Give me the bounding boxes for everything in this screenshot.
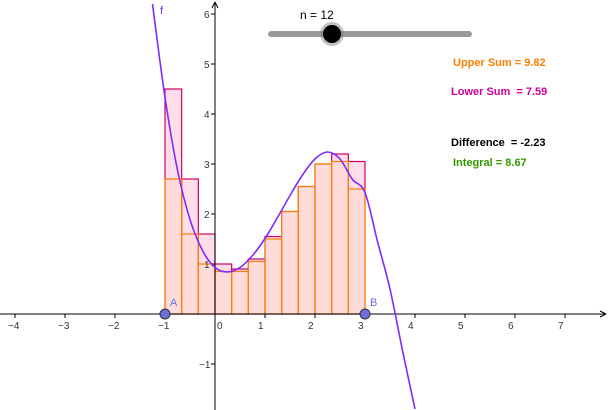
lower-rect	[247, 260, 266, 315]
lower-rect	[347, 188, 366, 315]
function-label: f	[160, 5, 164, 17]
x-tick-label: 3	[358, 321, 364, 332]
x-tick-label: 5	[458, 321, 464, 332]
upper-sum-text: Upper Sum = 9.82	[453, 57, 546, 69]
x-tick-label: 2	[308, 321, 314, 332]
x-tick-label: −3	[58, 321, 70, 332]
slider-knob[interactable]	[322, 25, 341, 43]
axis-tick-labels: −4 −3 −2 −1 0 1 2 3 4 5 6 7 −1 1 2 3 4 5 6	[8, 10, 566, 371]
x-tick-label: 7	[558, 321, 564, 332]
x-tick-label: 6	[508, 321, 514, 332]
y-tick-label: 6	[204, 10, 210, 21]
point-label: A	[170, 297, 178, 309]
point-a	[159, 308, 171, 320]
lower-rect	[231, 270, 249, 315]
x-tick-label: −4	[8, 321, 20, 332]
lower-rect	[164, 178, 183, 315]
y-tick-label: 3	[204, 160, 210, 171]
x-axis-arrow	[599, 310, 607, 318]
slider-track[interactable]	[268, 31, 472, 37]
lower-rect	[181, 233, 199, 315]
x-tick-label: −2	[108, 321, 120, 332]
point-b	[359, 308, 371, 320]
y-tick-label: 5	[204, 60, 210, 71]
y-tick-label: 2	[204, 210, 210, 221]
point-label: B	[370, 297, 377, 309]
difference-text: Difference = -2.23	[451, 137, 546, 149]
x-tick-label: −1	[158, 321, 170, 332]
x-tick-label: 4	[408, 321, 414, 332]
lower-rect	[314, 163, 333, 315]
lower-rect	[331, 160, 349, 315]
lower-rect	[281, 210, 299, 315]
lower-rect	[197, 263, 216, 315]
y-tick-label: 4	[204, 110, 210, 121]
lower-rect	[297, 185, 316, 315]
integral-text: Integral = 8.67	[453, 157, 527, 169]
lower-rect	[214, 270, 233, 315]
y-tick-label: −1	[199, 360, 211, 371]
x-tick-label: 1	[258, 321, 264, 332]
x-tick-label: 0	[217, 321, 223, 332]
y-axis-arrow	[211, 1, 219, 9]
lower-rect	[264, 238, 283, 315]
lower-sum-text: Lower Sum = 7.59	[451, 86, 548, 98]
y-tick-label: 1	[204, 260, 210, 271]
function-curve[interactable]	[151, 3, 416, 410]
slider-label: n = 12	[300, 8, 334, 22]
